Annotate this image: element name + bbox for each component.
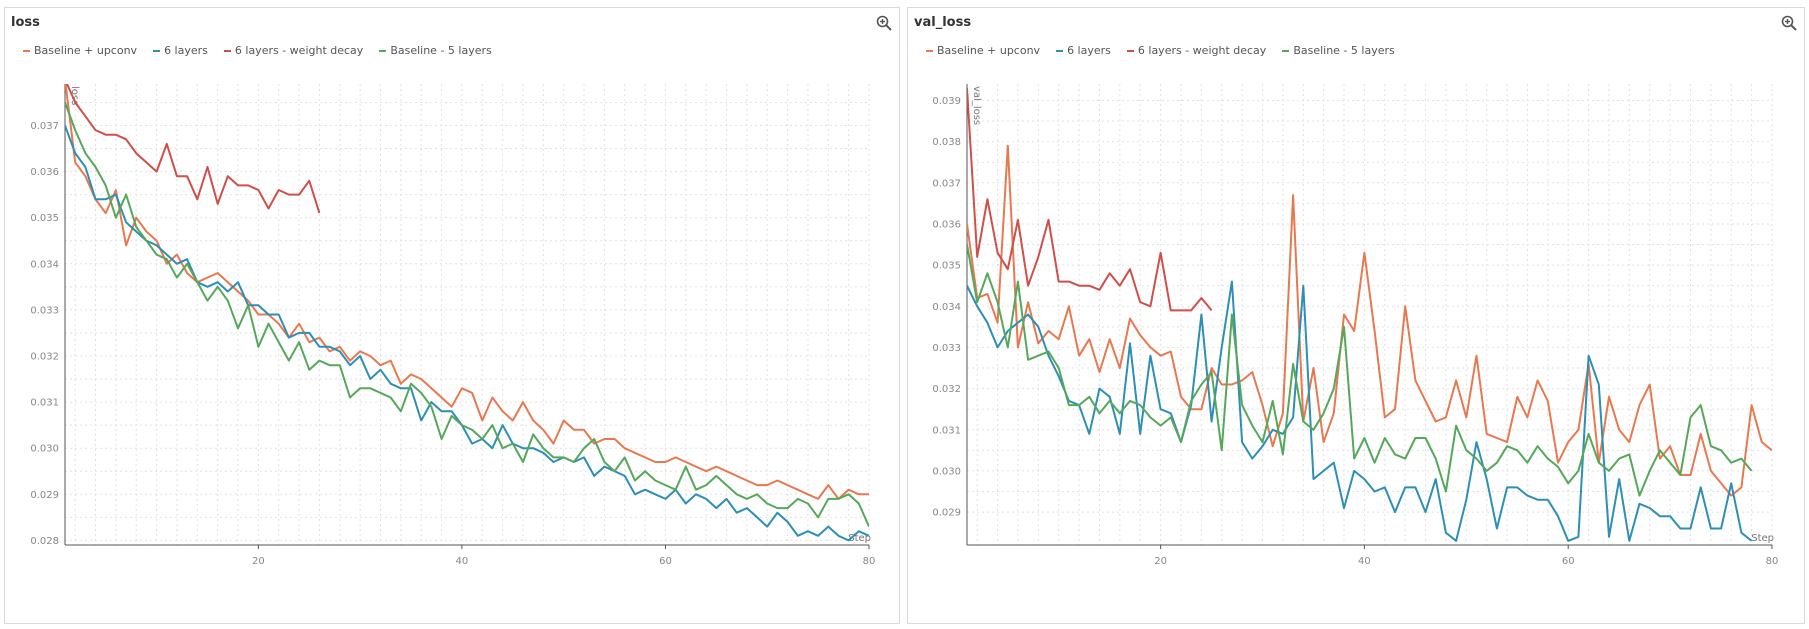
val-loss-chart-panel: val_loss Baseline + upconv 6 layers 6 la… [907,7,1805,624]
y-tick-label: 0.032 [932,384,961,395]
legend-item[interactable]: Baseline + upconv [926,44,1040,57]
series-line [967,280,1753,542]
series-line [967,88,1213,312]
y-tick-label: 0.036 [932,219,961,230]
legend-label: 6 layers - weight decay [1137,44,1267,57]
zoom-in-icon[interactable] [875,14,893,32]
legend-item[interactable]: 6 layers - weight decay [223,44,364,57]
series-line [967,144,1772,497]
zoom-in-icon[interactable] [1780,14,1798,32]
legend-label: 6 layers - weight decay [234,44,364,57]
x-axis-title: Step [848,533,871,544]
series-line [65,125,869,542]
y-tick-label: 0.035 [30,213,59,224]
x-tick-label: 60 [1562,556,1575,567]
val-loss-line-chart: 0.029 0.030 0.031 0.032 0.033 0.034 0.035 0.036… [932,84,1779,567]
legend-item[interactable]: 6 layers [153,44,208,57]
legend-item[interactable]: 6 layers [1056,44,1111,57]
y-axis-title: loss [69,86,80,105]
grid [65,84,870,545]
y-tick-label: 0.035 [932,261,961,272]
grid [967,84,1773,545]
y-tick-label: 0.028 [30,536,59,547]
legend-label: 6 layers [164,44,208,57]
legend-swatch [379,49,387,52]
series-line [65,84,321,214]
legend-item[interactable]: Baseline + upconv [23,44,137,57]
y-tick-label: 0.031 [30,398,59,409]
x-tick-label: 60 [659,556,672,567]
loss-line-chart: 0.028 0.029 0.030 0.031 0.032 0.033 0.034 0.035… [30,84,876,567]
legend-label: Baseline + upconv [937,44,1041,57]
series-line [65,84,869,500]
y-tick-label: 0.039 [932,96,961,107]
y-tick-label: 0.037 [932,178,961,189]
x-tick-label: 40 [456,556,469,567]
legend-swatch [926,49,933,52]
y-tick-label: 0.029 [932,508,961,519]
legend-swatch [223,49,231,52]
legend-label: 6 layers [1067,44,1111,57]
y-tick-label: 0.030 [30,444,59,455]
x-tick-label: 20 [252,556,265,567]
chart-title: val_loss [914,15,972,30]
x-tick-label: 80 [1766,556,1779,567]
legend-label: Baseline + upconv [34,44,138,57]
legend-swatch [1056,49,1064,52]
y-tick-label: 0.038 [932,137,961,148]
series-line [65,102,869,528]
y-axis-title: val_loss [971,86,982,125]
y-tick-label: 0.033 [932,343,961,354]
x-tick-label: 40 [1358,556,1371,567]
y-tick-label: 0.030 [932,466,961,477]
loss-chart-panel: loss Baseline + upconv 6 layers 6 layers… [4,7,900,624]
y-tick-label: 0.034 [30,259,59,270]
chart-legend: Baseline + upconv 6 layers 6 layers - we… [926,44,1395,57]
y-tick-label: 0.036 [30,167,59,178]
y-tick-label: 0.032 [30,351,59,362]
legend-swatch [153,49,161,52]
series-line [967,244,1753,497]
y-tick-label: 0.029 [30,490,59,501]
legend-item[interactable]: 6 layers - weight decay [1126,44,1267,57]
chart-legend: Baseline + upconv 6 layers 6 layers - we… [23,44,492,57]
y-tick-label: 0.033 [30,305,59,316]
y-tick-label: 0.034 [932,302,961,313]
x-tick-label: 80 [863,556,876,567]
legend-item[interactable]: Baseline - 5 layers [379,44,492,57]
chart-title: loss [11,15,40,30]
x-axis-title: Step [1751,533,1774,544]
y-tick-label: 0.031 [932,425,961,436]
legend-swatch [23,49,30,52]
legend-swatch [1282,49,1290,52]
y-tick-label: 0.037 [30,121,59,132]
legend-swatch [1126,49,1134,52]
legend-label: Baseline - 5 layers [390,44,492,57]
x-tick-label: 20 [1154,556,1167,567]
legend-item[interactable]: Baseline - 5 layers [1282,44,1395,57]
legend-label: Baseline - 5 layers [1293,44,1395,57]
